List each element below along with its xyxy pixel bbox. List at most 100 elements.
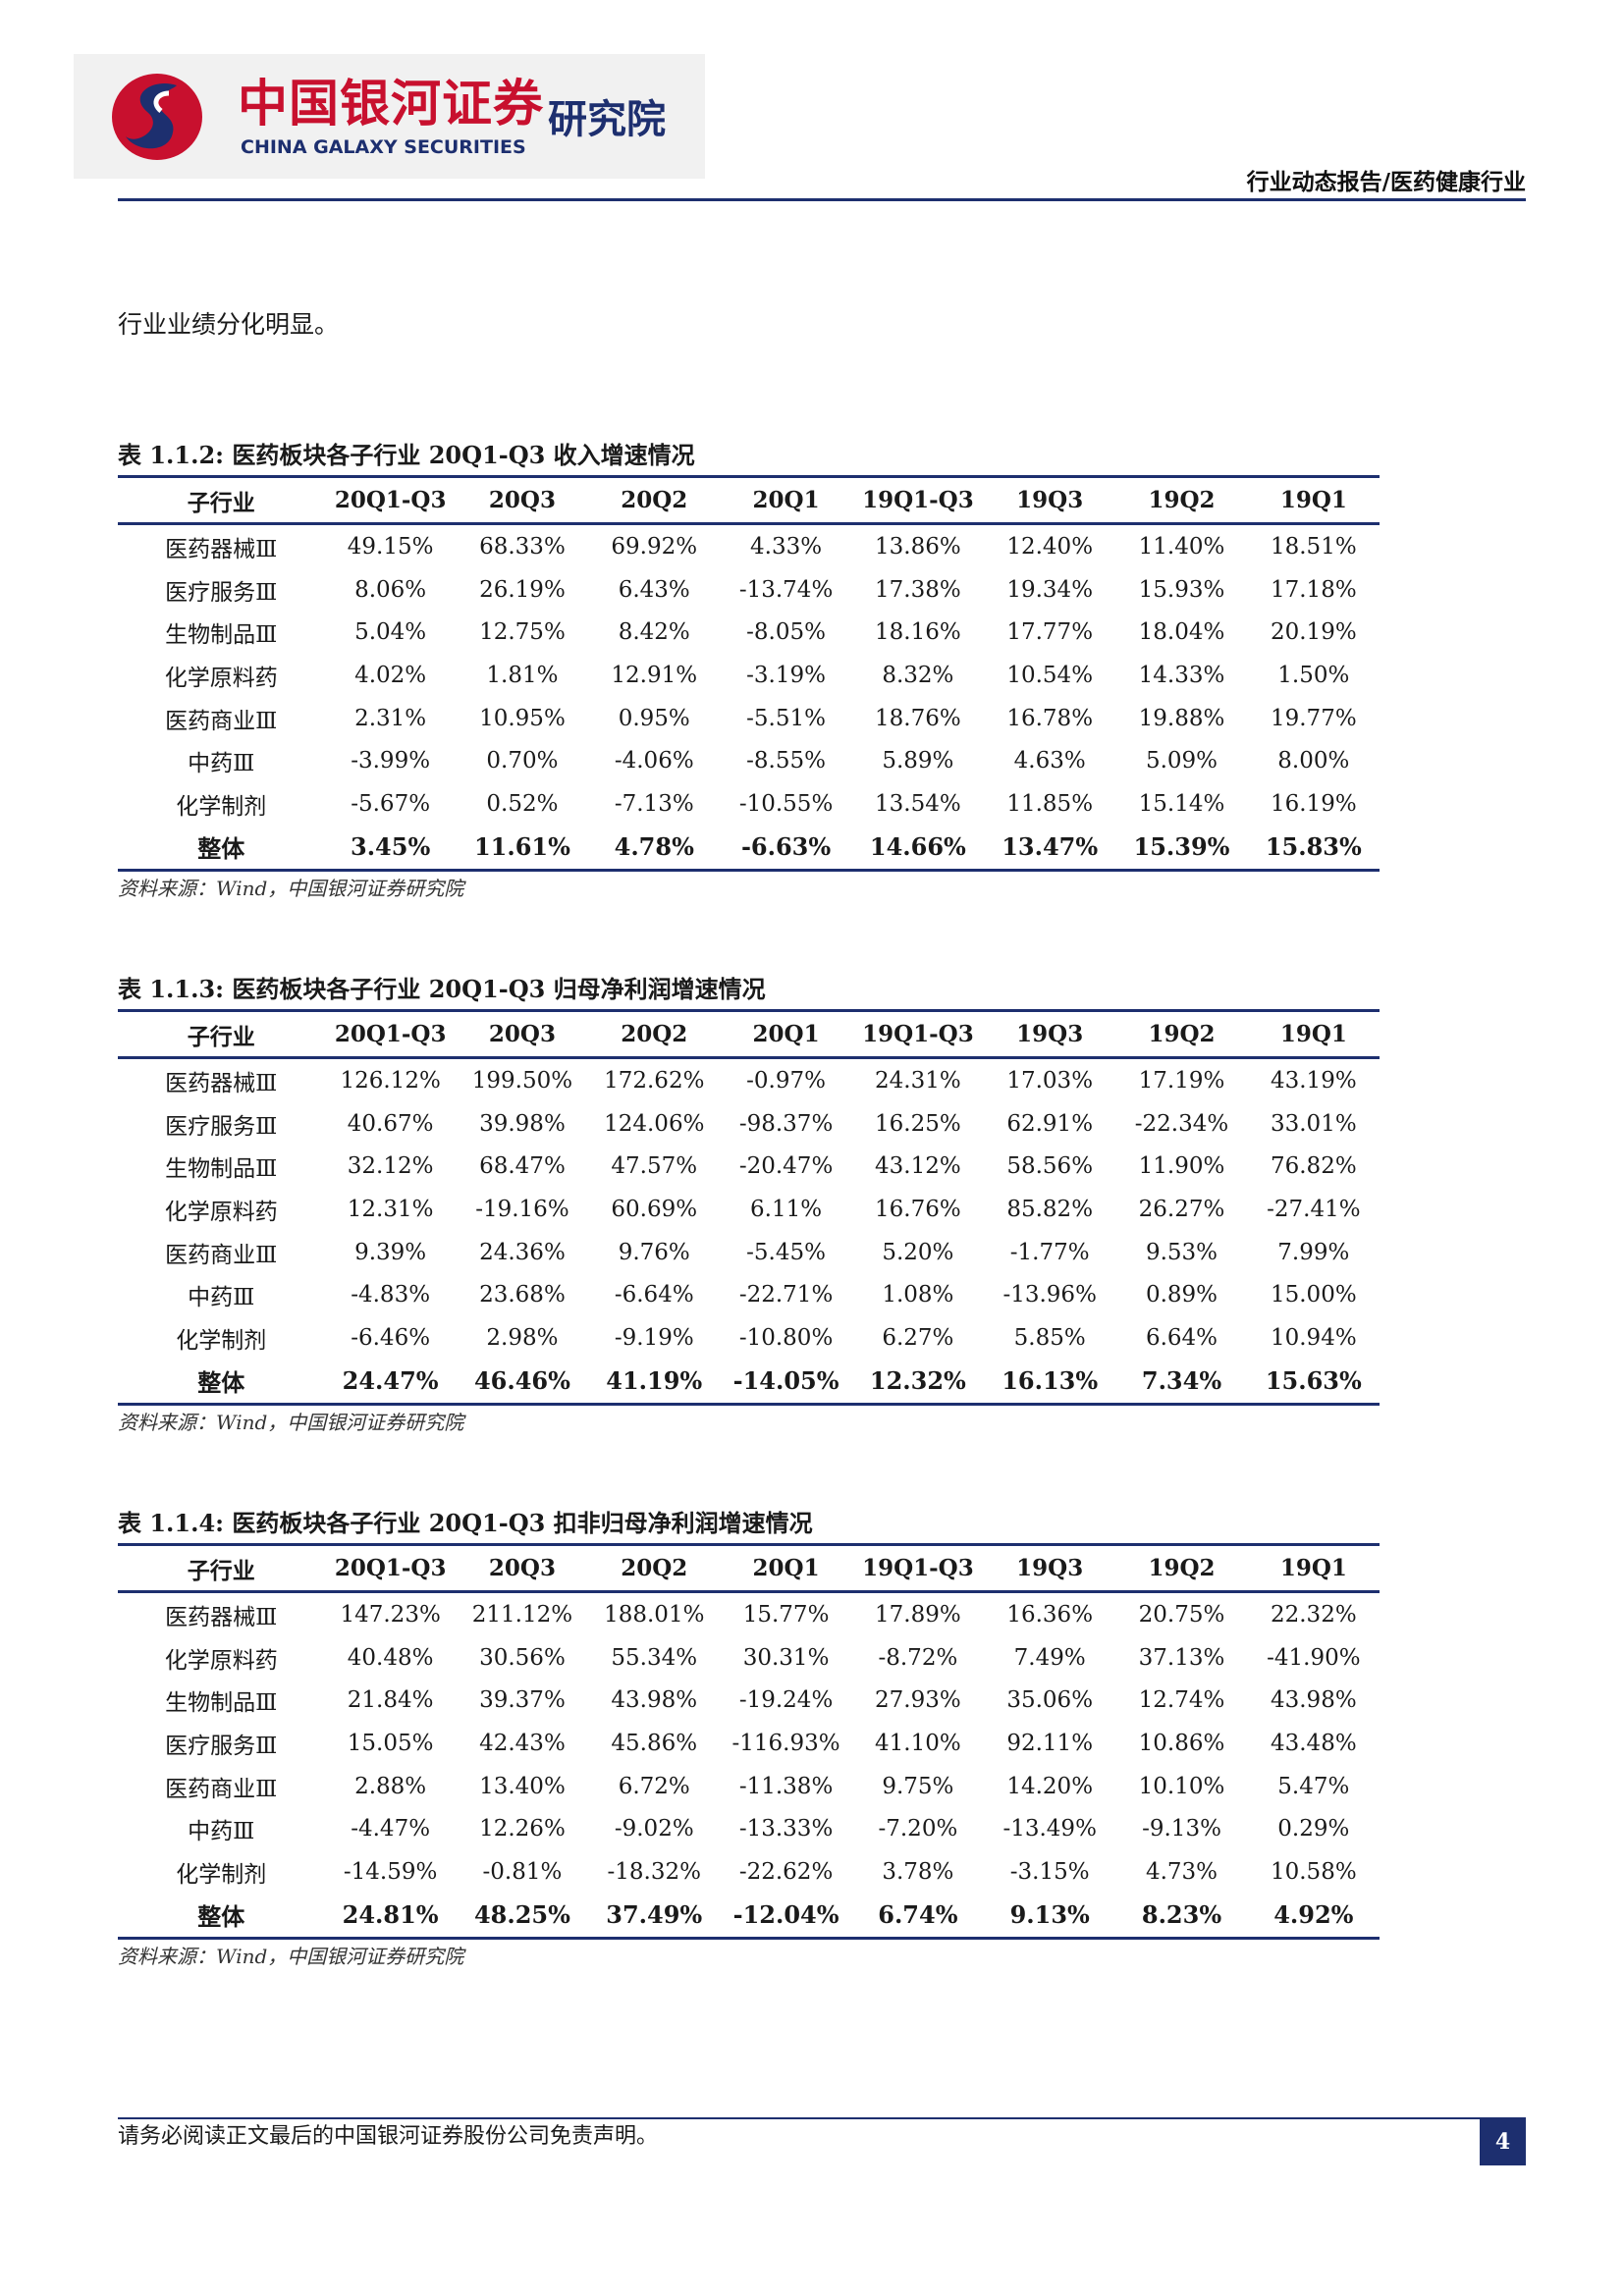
growth-value-cell: 24.36%: [479, 1239, 566, 1265]
table-title: 表 1.1.3: 医药板块各子行业 20Q1-Q3 归母净利润增速情况: [118, 975, 766, 1003]
growth-value-cell: -13.96%: [1002, 1282, 1097, 1308]
growth-value-cell: 9.76%: [618, 1239, 690, 1265]
growth-value-cell: 15.93%: [1138, 576, 1225, 603]
growth-value-cell: 47.57%: [611, 1153, 698, 1180]
sub-industry-cell: 医药器械Ⅲ: [165, 1070, 278, 1096]
sub-industry-cell: 医疗服务Ⅲ: [165, 579, 278, 606]
sub-industry-cell: 化学原料药: [164, 665, 278, 691]
growth-value-cell: 37.13%: [1138, 1644, 1225, 1671]
growth-value-cell: 13.40%: [479, 1773, 566, 1799]
growth-value-cell: 9.53%: [1145, 1239, 1218, 1265]
sub-industry-cell: 化学原料药: [164, 1647, 278, 1674]
growth-value-cell: 60.69%: [611, 1196, 698, 1222]
growth-value-cell: 15.05%: [347, 1730, 434, 1756]
column-header: 20Q1-Q3: [324, 1010, 457, 1059]
growth-value-cell: 49.15%: [347, 533, 434, 560]
column-header: 20Q1-Q3: [324, 1544, 457, 1593]
table-row: 化学制剂 -6.46% 2.98% -9.19% -10.80% 6.27% 5.85% 6.…: [118, 1316, 1380, 1360]
sub-industry-cell: 化学制剂: [176, 1327, 267, 1354]
table-row: 生物制品Ⅲ 5.04% 12.75% 8.42% -8.05% 18.16% 17.77% 1…: [118, 611, 1380, 654]
total-value-cell: -14.05%: [732, 1366, 839, 1396]
total-row: 整体 24.47% 46.46% 41.19% -14.05% 12.32% 16.13% 7…: [118, 1360, 1380, 1404]
table-block: 表 1.1.4: 医药板块各子行业 20Q1-Q3 扣非归母净利润增速情况子行业…: [118, 1504, 1380, 1971]
sub-industry-cell: 生物制品Ⅲ: [165, 1156, 278, 1183]
growth-value-cell: 15.77%: [742, 1601, 830, 1628]
column-header: 19Q1: [1247, 476, 1380, 525]
growth-value-cell: 9.75%: [882, 1773, 954, 1799]
growth-value-cell: 6.64%: [1145, 1324, 1218, 1351]
growth-value-cell: 7.99%: [1277, 1239, 1350, 1265]
growth-value-cell: 7.49%: [1013, 1644, 1086, 1671]
growth-value-cell: 18.76%: [875, 705, 961, 731]
growth-value-cell: 2.31%: [354, 705, 427, 731]
growth-value-cell: 20.75%: [1138, 1601, 1225, 1628]
growth-value-cell: 5.85%: [1013, 1324, 1086, 1351]
column-header: 19Q1-Q3: [851, 1010, 985, 1059]
growth-value-cell: -41.90%: [1267, 1644, 1361, 1671]
growth-value-cell: -0.97%: [746, 1067, 826, 1094]
growth-value-cell: 33.01%: [1270, 1110, 1357, 1137]
column-header: 20Q3: [456, 476, 589, 525]
growth-value-cell: -13.49%: [1002, 1816, 1097, 1842]
total-value-cell: 24.81%: [342, 1900, 439, 1930]
column-header: 20Q2: [588, 1010, 721, 1059]
growth-value-cell: 5.89%: [882, 748, 954, 774]
table-row: 生物制品Ⅲ 21.84% 39.37% 43.98% -19.24% 27.93% 35.0…: [118, 1679, 1380, 1722]
table-row: 中药Ⅲ -3.99% 0.70% -4.06% -8.55% 5.89% 4.63% 5.09…: [118, 739, 1380, 782]
growth-value-cell: 4.33%: [750, 533, 823, 560]
growth-value-cell: 17.77%: [1006, 619, 1094, 646]
growth-value-cell: 27.93%: [875, 1687, 961, 1714]
column-header: 19Q1: [1247, 1010, 1380, 1059]
growth-value-cell: 8.06%: [354, 576, 427, 603]
sub-industry-cell: 医药商业Ⅲ: [165, 708, 278, 734]
column-header: 20Q1: [720, 1010, 852, 1059]
source-note: 资料来源：Wind，中国银河证券研究院: [118, 876, 464, 900]
column-header: 19Q1: [1247, 1544, 1380, 1593]
table-row: 医药器械Ⅲ 49.15% 68.33% 69.92% 4.33% 13.86% 12.40%…: [118, 524, 1380, 568]
growth-value-cell: 12.31%: [347, 1196, 434, 1222]
growth-value-cell: 10.10%: [1138, 1773, 1225, 1799]
table-row: 化学原料药 40.48% 30.56% 55.34% 30.31% -8.72% 7.49%…: [118, 1636, 1380, 1680]
growth-value-cell: 12.75%: [479, 619, 566, 646]
total-value-cell: 48.25%: [473, 1900, 570, 1930]
growth-value-cell: 5.47%: [1277, 1773, 1350, 1799]
total-value-cell: 46.46%: [473, 1366, 570, 1396]
total-value-cell: 14.66%: [869, 832, 966, 862]
table-row: 医疗服务Ⅲ 40.67% 39.98% 124.06% -98.37% 16.25% 62.…: [118, 1102, 1380, 1146]
growth-value-cell: 26.27%: [1138, 1196, 1225, 1222]
growth-value-cell: -4.06%: [614, 748, 694, 774]
column-header: 子行业: [118, 1544, 325, 1593]
table-title: 表 1.1.4: 医药板块各子行业 20Q1-Q3 扣非归母净利润增速情况: [118, 1509, 813, 1537]
growth-value-cell: -20.47%: [738, 1153, 834, 1180]
growth-value-cell: 5.09%: [1145, 748, 1218, 774]
sub-industry-cell: 化学制剂: [176, 1861, 267, 1888]
total-value-cell: 4.78%: [614, 832, 694, 862]
column-header: 19Q3: [984, 1010, 1116, 1059]
column-header: 20Q1: [720, 476, 852, 525]
logo-english-name: CHINA GALAXY SECURITIES: [241, 136, 526, 158]
table-row: 化学原料药 4.02% 1.81% 12.91% -3.19% 8.32% 10.54% 14…: [118, 654, 1380, 697]
growth-value-cell: -11.38%: [738, 1773, 834, 1799]
growth-value-cell: -18.32%: [607, 1858, 701, 1885]
header-divider: [118, 198, 1526, 201]
growth-value-cell: 1.08%: [882, 1282, 954, 1308]
growth-value-cell: -9.02%: [614, 1816, 694, 1842]
column-header: 子行业: [118, 1010, 325, 1059]
growth-value-cell: 11.90%: [1138, 1153, 1225, 1180]
table-row: 医疗服务Ⅲ 15.05% 42.43% 45.86% -116.93% 41.10% 92.…: [118, 1722, 1380, 1765]
growth-value-cell: -19.24%: [738, 1687, 834, 1714]
growth-value-cell: 147.23%: [340, 1601, 441, 1628]
column-header: 19Q1-Q3: [851, 1544, 985, 1593]
column-header: 20Q1-Q3: [324, 476, 457, 525]
total-value-cell: 15.63%: [1265, 1366, 1362, 1396]
growth-value-cell: 21.84%: [347, 1687, 434, 1714]
growth-value-cell: 6.43%: [618, 576, 690, 603]
growth-value-cell: 0.70%: [486, 748, 559, 774]
growth-value-cell: 45.86%: [611, 1730, 698, 1756]
growth-value-cell: 23.68%: [479, 1282, 566, 1308]
growth-value-cell: 58.56%: [1006, 1153, 1094, 1180]
growth-value-cell: 16.76%: [875, 1196, 961, 1222]
growth-value-cell: 92.11%: [1006, 1730, 1094, 1756]
sub-industry-cell: 医药器械Ⅲ: [165, 536, 278, 562]
growth-value-cell: 126.12%: [340, 1067, 441, 1094]
